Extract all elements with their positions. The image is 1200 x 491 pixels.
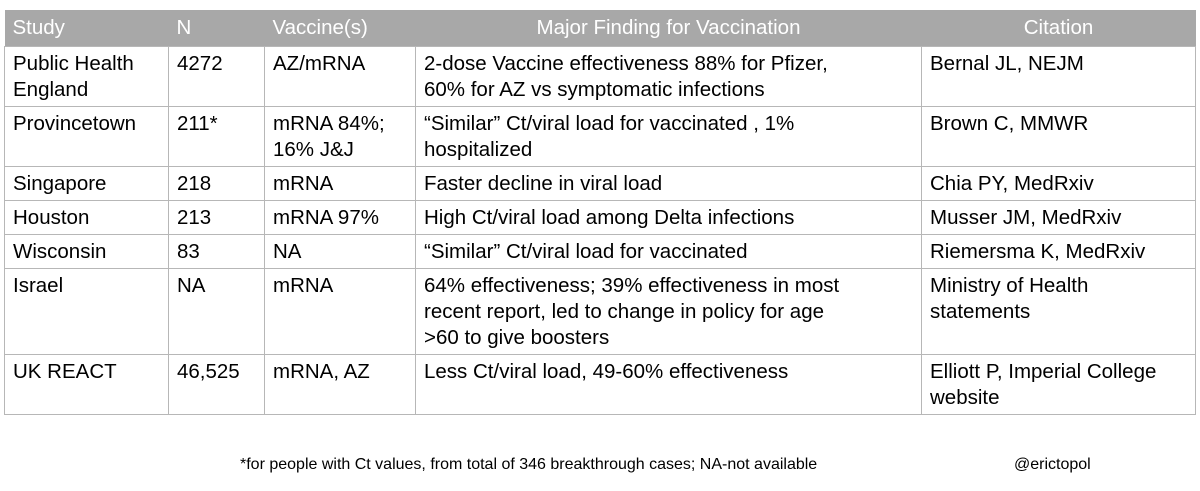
author-handle: @erictopol [1014,456,1091,473]
cell-vaccines: mRNA [264,166,416,201]
header-citation: Citation [921,10,1196,47]
cell-finding: 2-dose Vaccine effectiveness 88% for Pfi… [415,46,922,107]
cell-vaccines: mRNA 84%; 16% J&J [264,106,416,167]
cell-n: 46,525 [168,354,265,415]
table-row: Public Health England 4272 AZ/mRNA 2-dos… [4,46,1196,107]
cell-citation: Elliott P, Imperial College website [921,354,1196,415]
table-row: UK REACT 46,525 mRNA, AZ Less Ct/viral l… [4,354,1196,415]
cell-vaccines: mRNA 97% [264,200,416,235]
table-row: Provincetown 211* mRNA 84%; 16% J&J “Sim… [4,106,1196,167]
footnote: *for people with Ct values, from total o… [240,456,818,473]
cell-citation: Brown C, MMWR [921,106,1196,167]
table-row: Wisconsin 83 NA “Similar” Ct/viral load … [4,234,1196,269]
cell-study: Singapore [4,166,169,201]
header-n: N [168,10,265,47]
cell-study: Houston [4,200,169,235]
studies-table: Study N Vaccine(s) Major Finding for Vac… [4,10,1196,415]
cell-citation: Chia PY, MedRxiv [921,166,1196,201]
cell-n: 211* [168,106,265,167]
cell-citation: Ministry of Health statements [921,268,1196,355]
cell-finding: Faster decline in viral load [415,166,922,201]
cell-study: UK REACT [4,354,169,415]
cell-n: 83 [168,234,265,269]
cell-n: 213 [168,200,265,235]
cell-study: Public Health England [4,46,169,107]
cell-n: 4272 [168,46,265,107]
table-row: Houston 213 mRNA 97% High Ct/viral load … [4,200,1196,235]
header-study: Study [4,10,169,47]
cell-n: 218 [168,166,265,201]
cell-vaccines: NA [264,234,416,269]
table-row: Singapore 218 mRNA Faster decline in vir… [4,166,1196,201]
header-major-finding: Major Finding for Vaccination [415,10,922,47]
cell-finding: High Ct/viral load among Delta infection… [415,200,922,235]
header-row: Study N Vaccine(s) Major Finding for Vac… [4,10,1196,47]
cell-study: Wisconsin [4,234,169,269]
cell-citation: Riemersma K, MedRxiv [921,234,1196,269]
cell-finding: “Similar” Ct/viral load for vaccinated [415,234,922,269]
cell-vaccines: AZ/mRNA [264,46,416,107]
cell-n: NA [168,268,265,355]
cell-study: Israel [4,268,169,355]
cell-vaccines: mRNA [264,268,416,355]
cell-vaccines: mRNA, AZ [264,354,416,415]
cell-citation: Musser JM, MedRxiv [921,200,1196,235]
cell-finding: 64% effectiveness; 39% effectiveness in … [415,268,922,355]
table-row: Israel NA mRNA 64% effectiveness; 39% ef… [4,268,1196,355]
cell-finding: “Similar” Ct/viral load for vaccinated ,… [415,106,922,167]
cell-study: Provincetown [4,106,169,167]
cell-citation: Bernal JL, NEJM [921,46,1196,107]
header-vaccines: Vaccine(s) [264,10,416,47]
cell-finding: Less Ct/viral load, 49-60% effectiveness [415,354,922,415]
